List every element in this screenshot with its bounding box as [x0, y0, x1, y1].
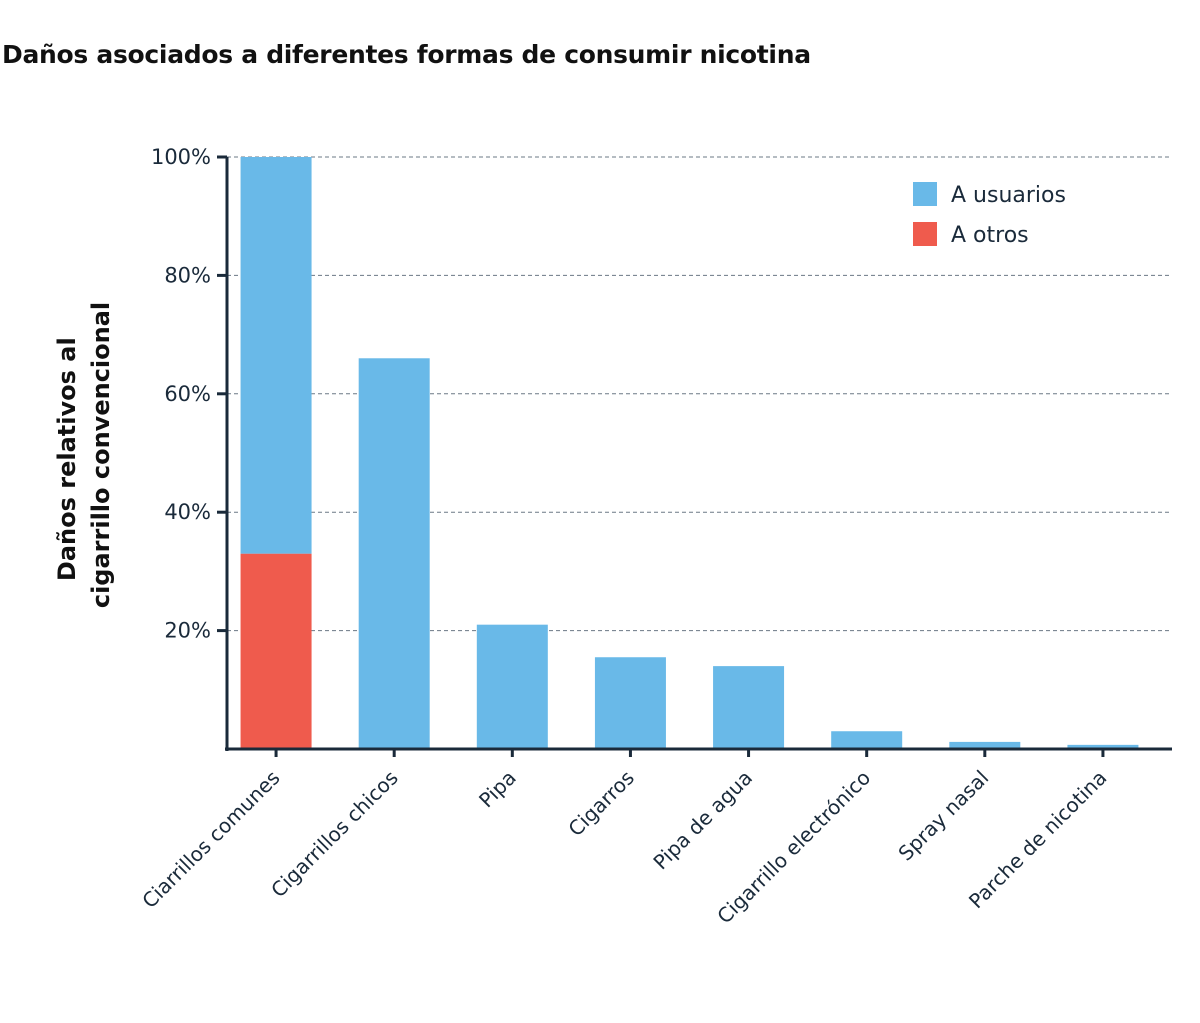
legend-swatch: [913, 182, 937, 206]
y-tick-label: 20%: [164, 619, 211, 643]
legend-label: A usuarios: [951, 183, 1066, 208]
legend: A usuarios A otros: [913, 182, 1066, 248]
y-tick-label: 80%: [164, 263, 211, 287]
bar-a-otros: [240, 553, 312, 749]
x-tick-label: Spray nasal: [893, 766, 993, 866]
bar-a-usuarios: [358, 358, 430, 749]
y-tick-label: 60%: [164, 382, 211, 406]
bar-a-usuarios: [594, 657, 666, 749]
y-tick-label: 100%: [151, 145, 211, 169]
bar-a-usuarios: [476, 624, 548, 749]
chart-title: Daños asociados a diferentes formas de c…: [2, 40, 811, 69]
bar-a-usuarios: [240, 157, 312, 554]
bars: [240, 157, 1139, 749]
x-tick-label: Cigarrillos chicos: [266, 766, 403, 903]
x-tick-label: Ciarrillos comunes: [137, 766, 284, 913]
bar-a-usuarios: [1067, 744, 1139, 749]
bar-a-usuarios: [831, 731, 903, 749]
bar-a-usuarios: [713, 666, 785, 749]
bar-a-usuarios: [949, 741, 1021, 749]
y-axis-label: Daños relativos al cigarrillo convencion…: [53, 302, 115, 608]
y-tick-label: 40%: [164, 500, 211, 524]
x-tick-label: Pipa: [474, 766, 521, 813]
y-axis-label-line-2: cigarrillo convencional: [87, 302, 115, 608]
x-tick-label: Pipa de agua: [648, 766, 757, 875]
legend-label: A otros: [951, 223, 1029, 248]
axes: [225, 157, 1172, 757]
x-tick-label: Cigarros: [563, 766, 639, 842]
legend-swatch: [913, 222, 937, 246]
y-ticks: 20% 40% 60% 80% 100%: [151, 145, 227, 643]
y-axis-label-line-1: Daños relativos al: [53, 337, 81, 581]
